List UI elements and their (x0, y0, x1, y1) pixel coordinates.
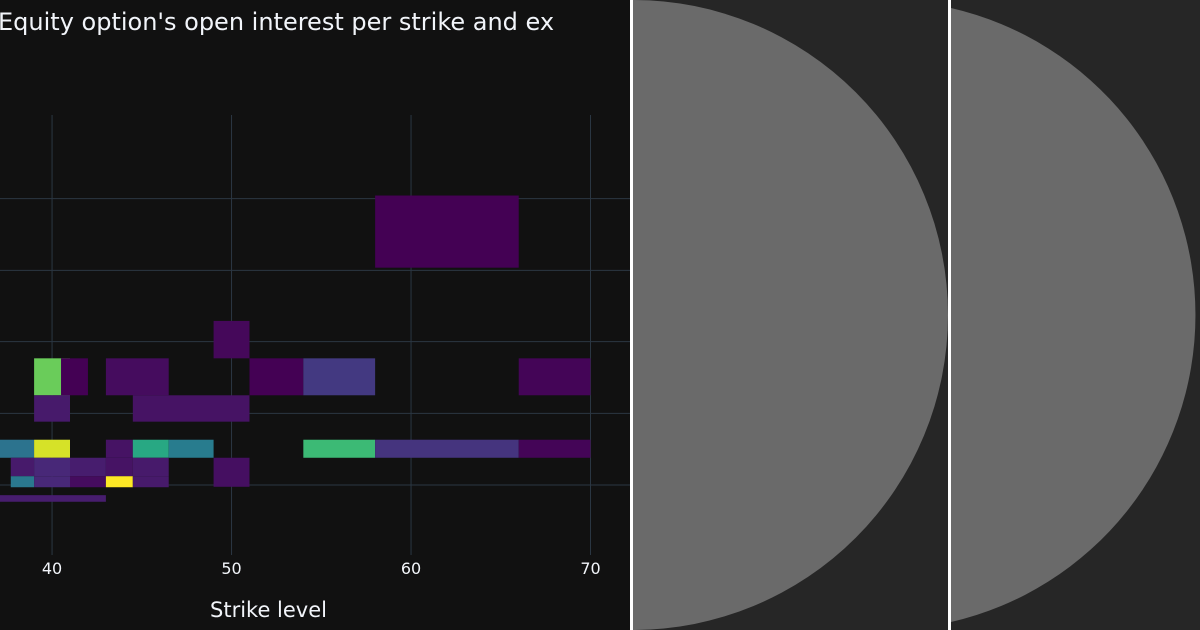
heatmap-cell (213, 320, 250, 359)
cell-layer (0, 195, 591, 502)
heatmap-cell (10, 457, 35, 477)
heatmap-cell (132, 439, 169, 458)
heatmap-cell (518, 358, 591, 396)
heatmap-cell (70, 457, 106, 477)
heatmap-cell (34, 457, 70, 477)
heatmap-chart-panel: 40 50 60 70 Equity option's open interest p… (0, 0, 630, 630)
heatmap-cell (70, 476, 106, 488)
half-circle-icon (951, 8, 1196, 622)
heatmap-cell (303, 439, 376, 458)
heatmap-cell (132, 476, 169, 488)
heatmap-cell (105, 476, 133, 488)
heatmap-cell (303, 358, 376, 396)
heatmap-cell (132, 395, 250, 422)
heatmap-cell (34, 395, 70, 422)
x-tick-label: 70 (580, 559, 600, 578)
heatmap-cell (61, 358, 88, 396)
heatmap-cell (249, 358, 304, 396)
heatmap-cell (168, 439, 214, 458)
heatmap-cell (34, 439, 70, 458)
heatmap-cell (105, 439, 133, 458)
x-tick-label: 50 (221, 559, 241, 578)
grid-layer (0, 115, 630, 555)
heatmap-cell (375, 439, 519, 458)
heatmap-cell (0, 439, 35, 458)
x-tick-layer: 40 50 60 70 (42, 559, 601, 578)
half-circle-icon (633, 0, 948, 630)
heatmap-cell (213, 457, 250, 487)
chart-title: Equity option's open interest per strike… (0, 8, 555, 36)
x-tick-label: 60 (401, 559, 421, 578)
heatmap-cell (34, 476, 70, 488)
heatmap-cell (105, 358, 169, 396)
x-tick-label: 40 (42, 559, 62, 578)
x-axis-title: Strike level (210, 598, 327, 622)
thumbnail-1[interactable] (633, 0, 948, 630)
heatmap-cell (105, 457, 133, 477)
heatmap-cell (0, 495, 106, 502)
heatmap-cell (10, 476, 35, 488)
heatmap-plot: 40 50 60 70 (0, 115, 630, 578)
thumbnail-2[interactable] (951, 0, 1200, 630)
heatmap-cell (518, 439, 591, 458)
heatmap-cell (132, 457, 169, 477)
heatmap-cell (375, 195, 519, 268)
